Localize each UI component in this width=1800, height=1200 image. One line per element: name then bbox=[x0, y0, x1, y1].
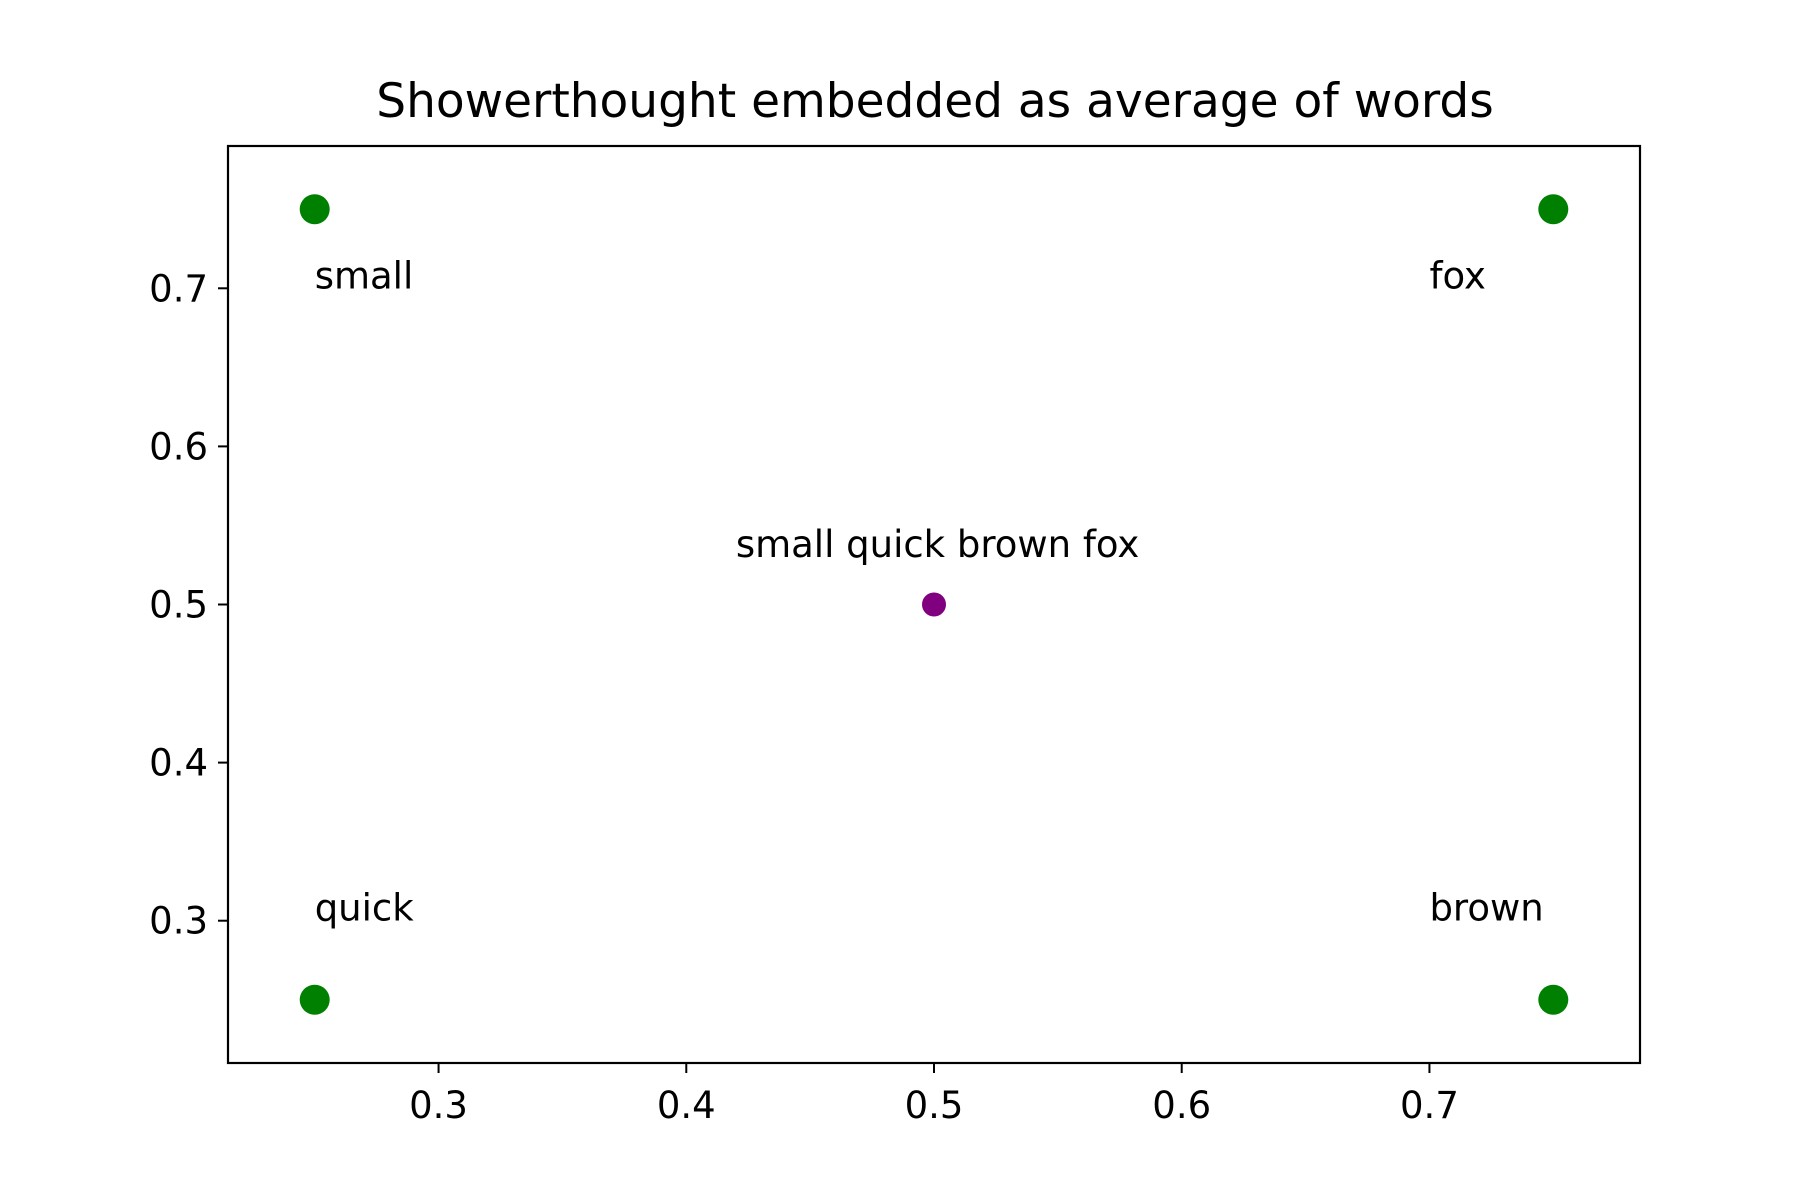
chart-title: Showerthought embedded as average of wor… bbox=[376, 74, 1493, 129]
data-point bbox=[299, 194, 330, 225]
y-tick-label: 0.5 bbox=[149, 584, 208, 627]
plot-area: 0.3 0.4 0.5 0.6 0.7 0.3 0.4 0.5 0.6 0.7 small fox qu… bbox=[149, 144, 1642, 1127]
data-point bbox=[922, 592, 946, 617]
point-label: fox bbox=[1429, 254, 1485, 297]
data-point bbox=[1538, 984, 1569, 1015]
point-label: small bbox=[315, 254, 414, 297]
point-label: brown bbox=[1429, 887, 1543, 930]
y-tick-label: 0.7 bbox=[149, 267, 208, 310]
x-tick-label: 0.4 bbox=[657, 1084, 716, 1127]
point-label: small quick brown fox bbox=[736, 523, 1139, 566]
x-tick-label: 0.6 bbox=[1152, 1084, 1211, 1127]
x-tick-label: 0.3 bbox=[409, 1084, 468, 1127]
x-tick-label: 0.5 bbox=[905, 1084, 964, 1127]
y-tick-label: 0.4 bbox=[149, 742, 208, 785]
data-point bbox=[1538, 194, 1569, 225]
data-point bbox=[299, 984, 330, 1015]
y-tick-label: 0.6 bbox=[149, 425, 208, 468]
y-tick-label: 0.3 bbox=[149, 900, 208, 943]
x-tick-label: 0.7 bbox=[1400, 1084, 1459, 1127]
point-label: quick bbox=[315, 887, 415, 930]
